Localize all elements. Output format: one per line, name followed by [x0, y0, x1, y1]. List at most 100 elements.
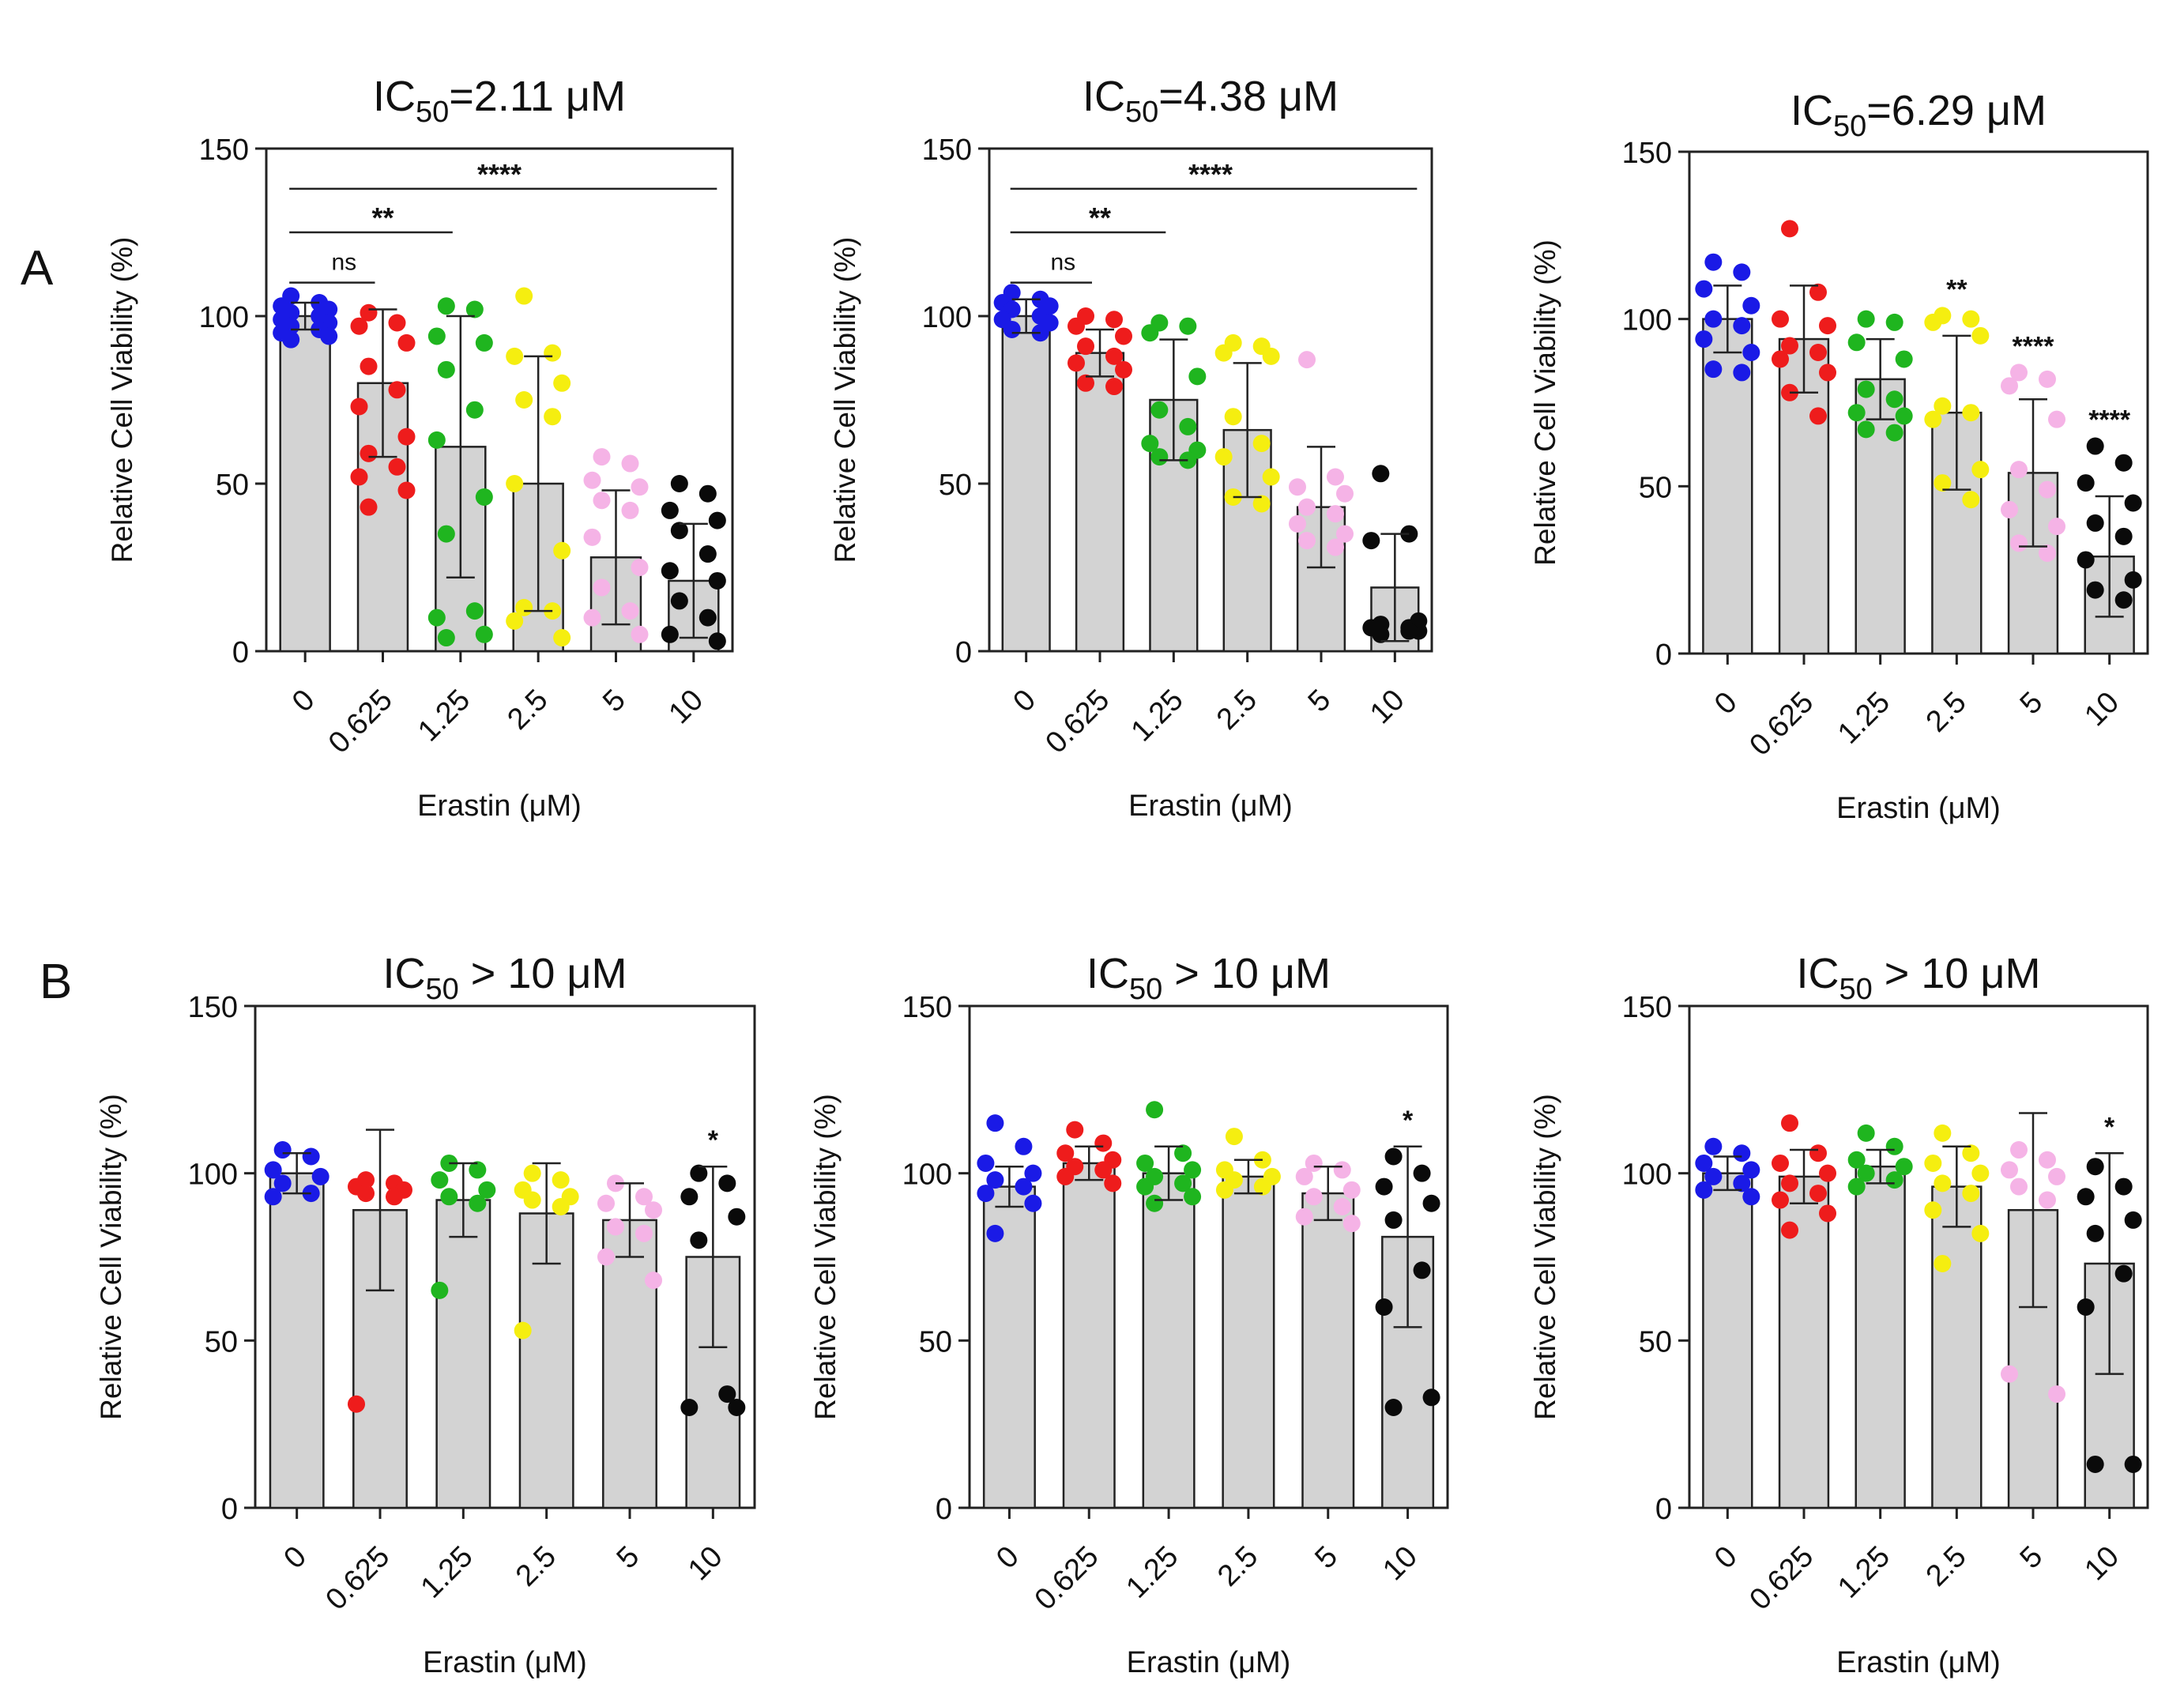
data-point [1179, 417, 1197, 435]
data-point [427, 431, 446, 449]
data-point [1056, 1167, 1075, 1185]
x-tick-label: 1.25 [1125, 684, 1190, 748]
x-axis-label: Erastin (μM) [423, 1646, 587, 1679]
x-tick-label: 1.25 [1120, 1540, 1184, 1605]
data-point [1772, 1191, 1789, 1209]
data-point [661, 625, 679, 643]
y-tick-label: 100 [1622, 304, 1672, 337]
data-point [2086, 581, 2104, 599]
data-point [2048, 410, 2065, 428]
bar [602, 1219, 657, 1509]
data-point [1305, 1188, 1323, 1206]
data-point [1289, 514, 1306, 533]
data-point [437, 297, 455, 315]
data-point [1056, 1144, 1075, 1162]
data-point [1184, 1161, 1202, 1179]
data-point [397, 428, 416, 446]
data-point [631, 625, 649, 643]
data-point [1094, 1134, 1113, 1152]
data-point [1298, 498, 1316, 516]
data-point [1704, 1167, 1723, 1185]
x-tick-label: 2.5 [1920, 686, 1973, 739]
data-point [1342, 1181, 1361, 1199]
data-point [1847, 333, 1866, 352]
data-point [320, 327, 338, 345]
data-point [1704, 253, 1723, 271]
data-point [1809, 1185, 1827, 1203]
data-point [1174, 1144, 1192, 1162]
x-tick-label: 0 [1708, 686, 1744, 722]
ic50-prefix: IC [1086, 950, 1129, 997]
data-point [1819, 1204, 1836, 1223]
significance-stars: * [708, 1125, 719, 1155]
data-point [1262, 468, 1280, 486]
data-point [621, 602, 639, 620]
data-point [1704, 1137, 1723, 1155]
data-point [1252, 495, 1271, 513]
data-point [264, 1188, 282, 1206]
data-point [977, 1154, 995, 1172]
data-point [388, 458, 406, 476]
panel-label-a: A [21, 241, 54, 296]
plot-frame [968, 1004, 1449, 1509]
data-point [1141, 435, 1159, 453]
ic50-label: IC50 > 10 μM [1086, 950, 1331, 1006]
data-point [1252, 435, 1271, 453]
data-point [2114, 1177, 2133, 1196]
data-point [350, 397, 368, 416]
data-point [2086, 437, 2104, 455]
x-tick-label: 2.5 [501, 684, 554, 737]
data-point [523, 1164, 541, 1182]
x-tick-label: 2.5 [1211, 1540, 1264, 1593]
data-point [1214, 448, 1233, 466]
x-tick-label: 2.5 [510, 1540, 563, 1593]
data-point [1733, 263, 1751, 281]
data-point [2001, 500, 2018, 518]
comparison-label: **** [477, 158, 522, 190]
data-point [1847, 1151, 1866, 1169]
data-point [597, 1194, 615, 1212]
data-point [661, 501, 679, 519]
data-point [1857, 420, 1875, 439]
data-point [1924, 1154, 1942, 1172]
ic50-value: =2.11 μM [449, 73, 626, 120]
significance-stars: * [2104, 1112, 2115, 1142]
bar [279, 315, 331, 653]
data-point [1695, 330, 1713, 349]
data-point [670, 592, 688, 610]
data-point [2001, 1161, 2018, 1179]
data-point [728, 1399, 746, 1416]
bar [1702, 1172, 1753, 1509]
plot-frame [254, 1004, 756, 1509]
data-point [1295, 1167, 1313, 1185]
data-point [2010, 1177, 2028, 1196]
data-point [690, 1231, 708, 1249]
data-point [1819, 364, 1836, 382]
data-point [553, 629, 571, 647]
ic50-label: IC50=6.29 μM [1791, 87, 2047, 143]
data-point [552, 1198, 570, 1215]
x-tick-label: 1.25 [1832, 686, 1896, 751]
ic50-prefix: IC [373, 73, 416, 120]
data-point [1024, 1194, 1042, 1212]
y-tick-label: 0 [232, 636, 249, 669]
ic50-value: =6.29 μM [1866, 87, 2047, 134]
comparison-label: **** [1188, 158, 1233, 190]
data-point [523, 1191, 541, 1209]
data-point [2048, 518, 2065, 536]
data-point [1068, 317, 1085, 335]
data-point [728, 1208, 746, 1226]
data-point [1066, 1121, 1084, 1139]
data-point [1695, 1154, 1713, 1172]
data-point [699, 608, 717, 627]
data-point [348, 1395, 365, 1413]
data-point [1885, 1171, 1903, 1189]
data-point [1372, 625, 1390, 643]
data-point [1962, 1185, 1980, 1203]
plot-frame [1688, 1004, 2149, 1509]
x-tick-label: 0.625 [322, 684, 399, 760]
